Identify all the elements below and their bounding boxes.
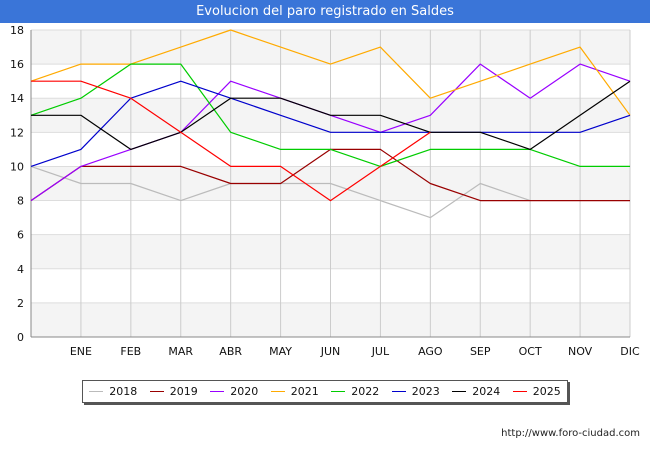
legend-label: 2025	[532, 385, 561, 398]
series-line-2025	[31, 80, 431, 202]
x-tick-label: MAR	[168, 345, 193, 358]
x-tick-label: AGO	[418, 345, 443, 358]
legend-item-2025: 2025	[512, 385, 561, 398]
legend-label: 2021	[290, 385, 319, 398]
legend-swatch	[89, 391, 104, 392]
y-tick-label: 6	[17, 229, 24, 242]
y-tick-label: 12	[10, 126, 24, 139]
legend-item-2023: 2023	[391, 385, 440, 398]
y-tick-label: 14	[10, 92, 24, 105]
x-tick-label: FEB	[120, 345, 141, 358]
y-tick-label: 0	[17, 331, 24, 344]
source-watermark: http://www.foro-ciudad.com	[501, 428, 640, 439]
x-tick-label: NOV	[568, 345, 593, 358]
x-tick-label: ENE	[70, 345, 92, 358]
legend-item-2019: 2019	[149, 385, 198, 398]
legend-item-2024: 2024	[452, 385, 500, 398]
legend-swatch	[391, 391, 406, 392]
legend-swatch	[512, 391, 527, 392]
y-tick-label: 10	[10, 160, 24, 173]
x-tick-label: MAY	[269, 345, 292, 358]
x-tick-label: JUL	[371, 345, 390, 358]
chart-title: Evolucion del paro registrado en Saldes	[0, 0, 650, 23]
y-tick-label: 4	[17, 263, 24, 276]
legend-swatch	[149, 391, 164, 392]
legend-label: 2023	[411, 385, 440, 398]
x-tick-labels: ENE FEB MAR ABR MAY JUN JUL AGO SEP OCT NOV DIC	[70, 345, 640, 358]
x-tick-label: OCT	[519, 345, 542, 358]
x-tick-label: DIC	[620, 345, 640, 358]
legend-item-2021: 2021	[270, 385, 319, 398]
x-tick-label: JUN	[320, 345, 341, 358]
series-lines	[30, 29, 631, 219]
y-tick-label: 8	[17, 195, 24, 208]
legend-label: 2020	[230, 385, 259, 398]
y-tick-labels: 0 2 4 6 8 10 12 14 16 18	[10, 24, 24, 344]
legend-label: 2022	[351, 385, 380, 398]
x-tick-label: ABR	[219, 345, 242, 358]
series-line-2024	[31, 80, 631, 150]
legend-item-2022: 2022	[331, 385, 379, 398]
legend-swatch	[270, 391, 285, 392]
legend-swatch	[210, 391, 225, 392]
x-tick-label: SEP	[470, 345, 491, 358]
legend-item-2020: 2020	[210, 385, 258, 398]
legend-item-2018: 2018	[89, 385, 137, 398]
y-tick-label: 18	[10, 24, 24, 37]
legend-label: 2018	[109, 385, 138, 398]
legend-label: 2024	[472, 385, 501, 398]
legend-label: 2019	[169, 385, 198, 398]
y-tick-label: 2	[17, 297, 24, 310]
legend-swatch	[331, 391, 346, 392]
legend: 2018 2019 2020 2021 2022 2023 2024 2025	[82, 380, 568, 403]
legend-swatch	[452, 391, 467, 392]
y-tick-label: 16	[10, 58, 24, 71]
